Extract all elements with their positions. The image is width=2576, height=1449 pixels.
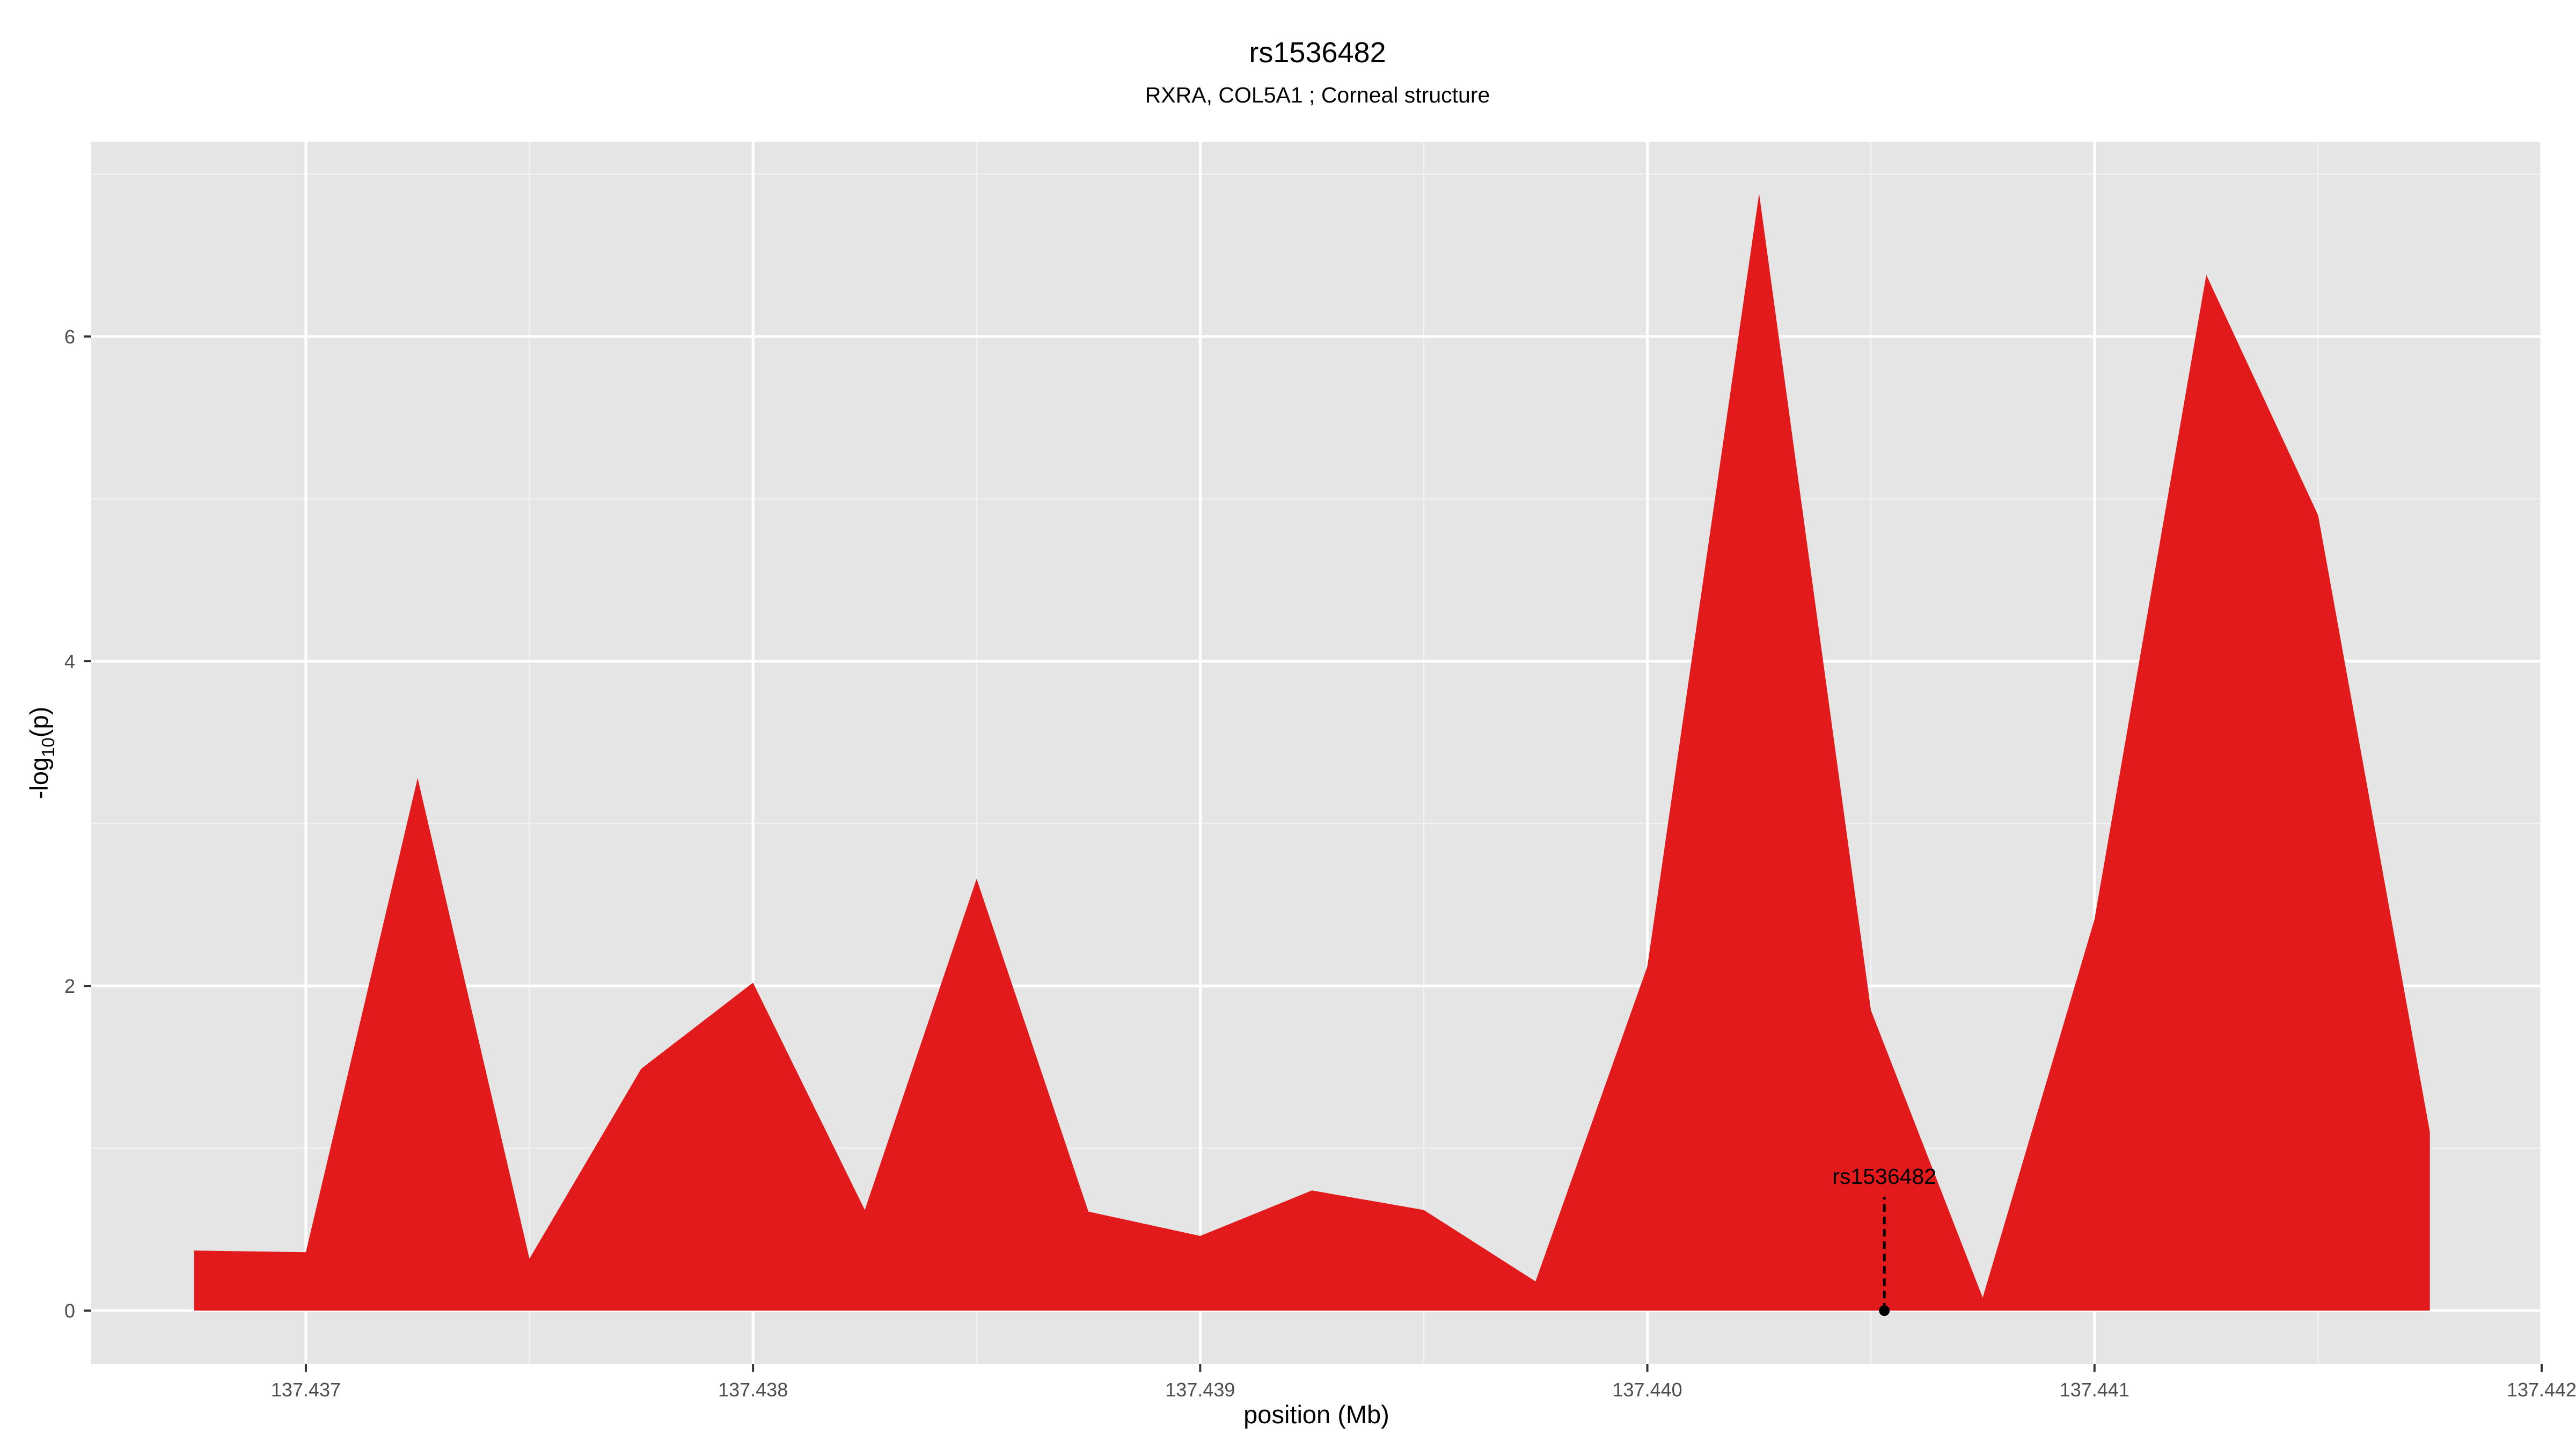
x-tick-label: 137.437 xyxy=(271,1379,341,1401)
annotation-point xyxy=(1879,1305,1890,1316)
x-tick-label: 137.438 xyxy=(718,1379,788,1401)
y-axis-label-suffix: (p) xyxy=(25,707,53,737)
x-tick-label: 137.441 xyxy=(2060,1379,2129,1401)
x-axis-label: position (Mb) xyxy=(1243,1400,1389,1429)
y-tick-label: 6 xyxy=(64,326,75,348)
annotation-label: rs1536482 xyxy=(1832,1164,1936,1189)
annotation-layer: rs1536482 xyxy=(1832,1164,1936,1316)
y-tick-label: 0 xyxy=(64,1300,75,1322)
area-series-0 xyxy=(194,193,2430,1311)
x-tick-label: 137.440 xyxy=(1613,1379,1682,1401)
chart-title: rs1536482 xyxy=(1249,36,1386,69)
x-tick-label: 137.442 xyxy=(2507,1379,2576,1401)
y-tick-label: 2 xyxy=(64,975,75,997)
y-axis-label-prefix: -log xyxy=(25,757,53,799)
x-axis: 137.437 137.438 137.439 137.440 137.441 137.4… xyxy=(271,1364,2576,1401)
y-axis: 0 2 4 6 xyxy=(64,326,91,1322)
y-axis-label-subscript: 10 xyxy=(38,737,58,757)
area-layer xyxy=(194,193,2430,1311)
x-tick-label: 137.439 xyxy=(1165,1379,1235,1401)
y-axis-label: -log10(p) xyxy=(25,707,58,800)
chart-subtitle: RXRA, COL5A1 ; Corneal structure xyxy=(1145,83,1490,107)
y-tick-label: 4 xyxy=(64,650,75,672)
